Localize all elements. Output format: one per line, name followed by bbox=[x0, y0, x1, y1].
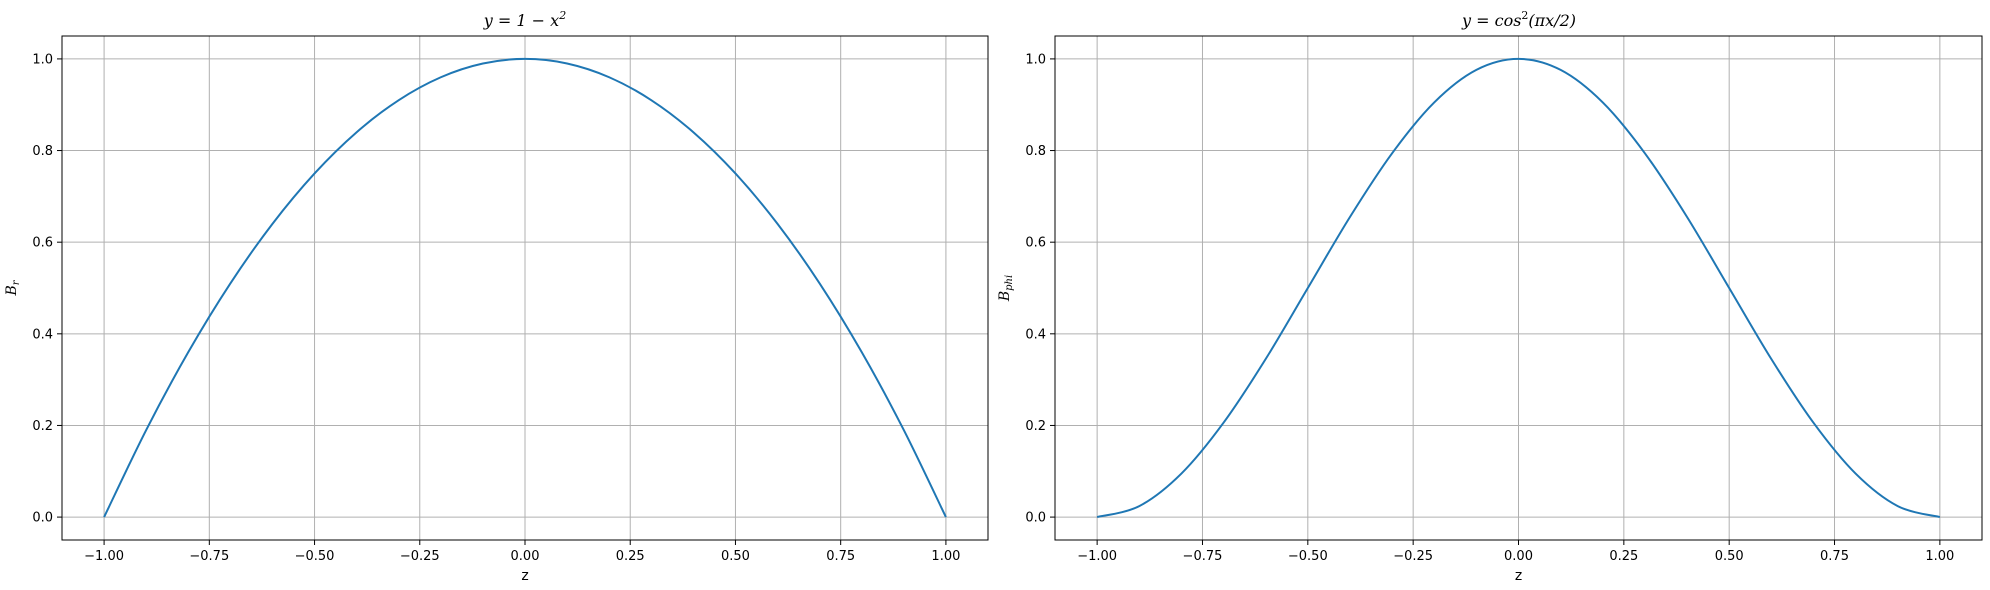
chart-title: y = 1 − x2 bbox=[483, 9, 566, 30]
x-tick-label: −0.75 bbox=[1183, 549, 1223, 564]
y-tick-label: 0.4 bbox=[1025, 327, 1046, 342]
y-axis-label: Br bbox=[4, 279, 22, 296]
x-tick-label: −1.00 bbox=[1077, 549, 1117, 564]
x-tick-label: 0.25 bbox=[616, 549, 645, 564]
x-tick-label: 0.75 bbox=[1820, 549, 1849, 564]
x-tick-label: −0.50 bbox=[295, 549, 335, 564]
x-tick-label: −0.50 bbox=[1288, 549, 1328, 564]
x-tick-label: 0.50 bbox=[1715, 549, 1744, 564]
y-tick-label: 0.6 bbox=[32, 236, 53, 251]
chart-br: y = 1 − x2 −1.00 −0.75 −0.50 −0.25 0.00 0.25 0… bbox=[4, 9, 989, 584]
series-line bbox=[103, 57, 947, 518]
y-tick-label: 0.2 bbox=[32, 419, 53, 434]
y-tick-label: 1.0 bbox=[1025, 52, 1046, 67]
x-axis-ticks: −1.00 −0.75 −0.50 −0.25 0.00 0.25 0.50 0.75 1.00 bbox=[1077, 540, 1954, 564]
x-tick-label: −0.75 bbox=[189, 549, 229, 564]
x-axis-label: z bbox=[1515, 568, 1522, 584]
chart-bphi: y = cos2(πx/2) −1.00 −0.75 −0.50 −0.25 0.00 0… bbox=[997, 9, 1983, 584]
x-tick-label: 0.25 bbox=[1609, 549, 1638, 564]
x-tick-label: −1.00 bbox=[84, 549, 124, 564]
y-tick-label: 0.4 bbox=[32, 327, 53, 342]
y-tick-label: 0.6 bbox=[1025, 236, 1046, 251]
y-tick-label: 0.8 bbox=[32, 144, 53, 159]
x-tick-label: −0.25 bbox=[1393, 549, 1433, 564]
y-axis-label: Bphi bbox=[997, 275, 1015, 302]
x-axis-label: z bbox=[521, 568, 528, 584]
series-line bbox=[1096, 57, 1941, 519]
x-tick-label: 0.75 bbox=[826, 549, 855, 564]
series bbox=[103, 57, 947, 518]
x-tick-label: 0.50 bbox=[721, 549, 750, 564]
series bbox=[1096, 57, 1941, 519]
x-tick-label: 0.00 bbox=[511, 549, 540, 564]
y-tick-label: 0.0 bbox=[1025, 511, 1046, 526]
grid bbox=[62, 36, 988, 540]
y-tick-label: 1.0 bbox=[32, 52, 53, 67]
y-axis-ticks: 0.0 0.2 0.4 0.6 0.8 1.0 bbox=[32, 52, 62, 526]
x-tick-label: −0.25 bbox=[400, 549, 440, 564]
y-axis-ticks: 0.0 0.2 0.4 0.6 0.8 1.0 bbox=[1025, 52, 1055, 526]
x-tick-label: 1.00 bbox=[1925, 549, 1954, 564]
y-tick-label: 0.0 bbox=[32, 511, 53, 526]
x-tick-label: 1.00 bbox=[931, 549, 960, 564]
x-axis-ticks: −1.00 −0.75 −0.50 −0.25 0.00 0.25 0.50 0.75 1.00 bbox=[84, 540, 960, 564]
y-tick-label: 0.2 bbox=[1025, 419, 1046, 434]
chart-title: y = cos2(πx/2) bbox=[1461, 9, 1576, 30]
x-tick-label: 0.00 bbox=[1504, 549, 1533, 564]
grid bbox=[1055, 36, 1982, 540]
y-tick-label: 0.8 bbox=[1025, 144, 1046, 159]
